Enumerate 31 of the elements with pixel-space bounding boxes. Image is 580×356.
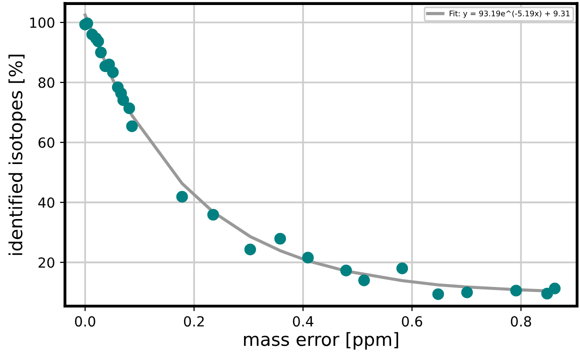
point bbox=[461, 286, 473, 298]
point bbox=[541, 288, 553, 300]
point bbox=[358, 274, 370, 286]
x-tick-label: 0.6 bbox=[402, 316, 422, 327]
point bbox=[126, 120, 138, 132]
point bbox=[340, 264, 352, 276]
y-axis-title: identified isotopes [%] bbox=[8, 54, 26, 255]
point bbox=[548, 282, 561, 294]
y-tick-label: 100 bbox=[30, 17, 54, 28]
y-tick-label: 40 bbox=[38, 197, 54, 208]
x-axis-title: mass error [ppm] bbox=[244, 332, 398, 350]
point bbox=[123, 102, 136, 114]
point bbox=[92, 36, 104, 48]
point bbox=[107, 66, 119, 78]
point bbox=[117, 94, 130, 106]
point bbox=[176, 190, 188, 203]
x-tick-label: 0.4 bbox=[292, 316, 314, 327]
point bbox=[302, 252, 314, 264]
point bbox=[95, 46, 107, 58]
y-tick-label: 60 bbox=[38, 137, 54, 148]
point bbox=[207, 208, 219, 221]
point bbox=[510, 284, 522, 296]
x-tick-label: 0.8 bbox=[510, 316, 532, 327]
point bbox=[432, 288, 444, 300]
point bbox=[244, 244, 256, 256]
point bbox=[274, 232, 286, 245]
x-tick-label: 0.2 bbox=[184, 316, 204, 327]
y-tick-label: 80 bbox=[38, 77, 54, 88]
x-tick-label: 0.0 bbox=[74, 316, 96, 327]
point bbox=[396, 262, 408, 274]
y-tick-label: 20 bbox=[38, 257, 54, 268]
